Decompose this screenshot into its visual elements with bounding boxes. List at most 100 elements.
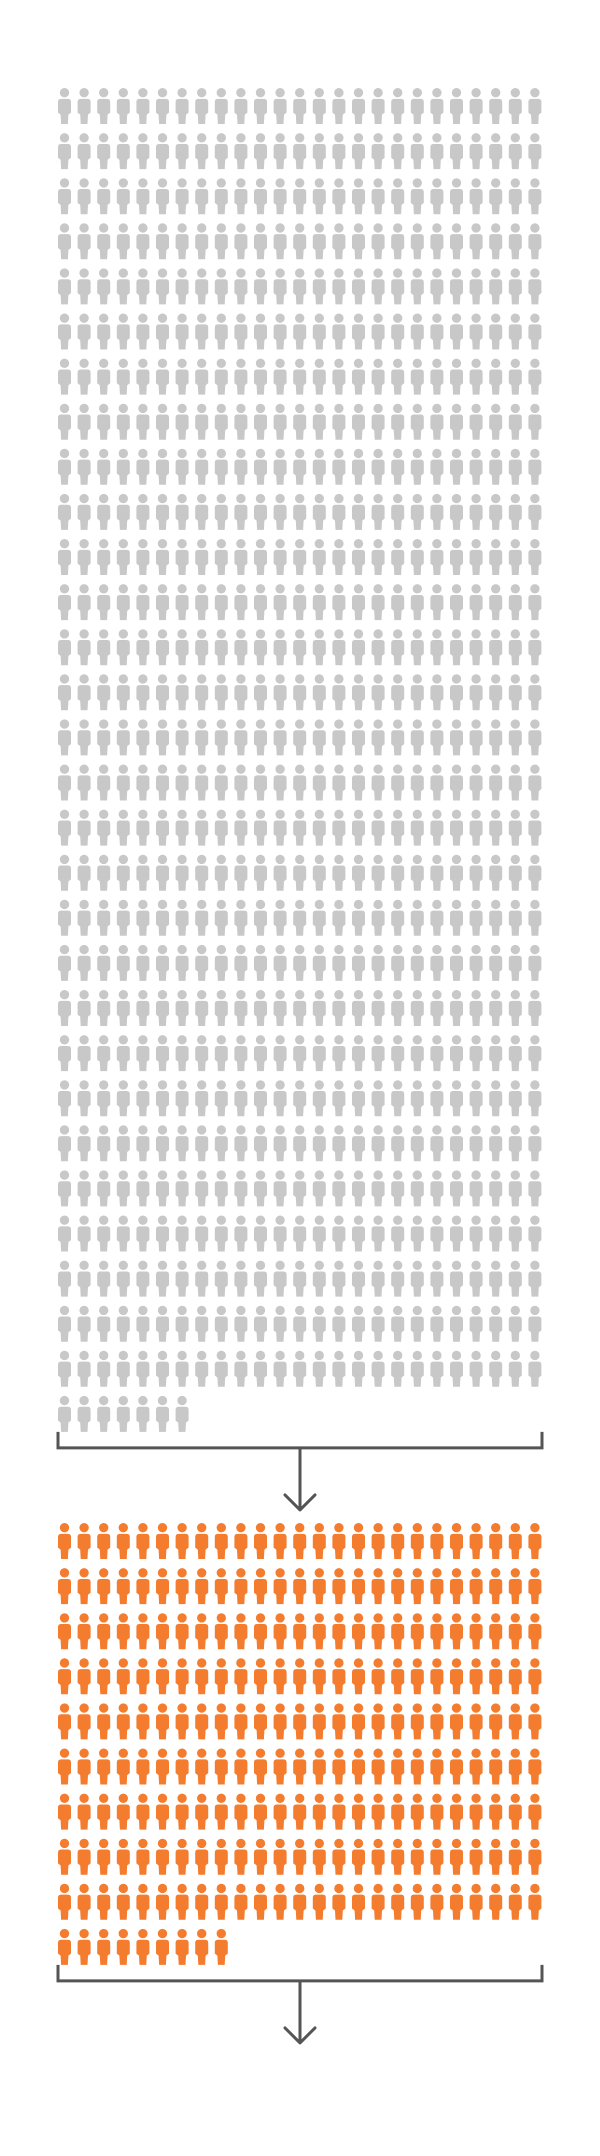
- person-icon: [195, 88, 209, 124]
- person-icon: [312, 1613, 326, 1650]
- person-icon: [254, 1305, 267, 1342]
- person-icon: [430, 1838, 444, 1875]
- person-icon: [116, 1883, 130, 1920]
- person-icon: [234, 358, 248, 395]
- person-icon: [214, 88, 228, 124]
- person-icon: [391, 899, 405, 936]
- person-icon: [410, 854, 424, 891]
- person-icon: [273, 1793, 287, 1830]
- person-icon: [214, 1305, 228, 1342]
- person-icon: [469, 1523, 483, 1559]
- person-icon: [312, 809, 326, 846]
- person-icon: [214, 719, 228, 756]
- person-icon: [97, 1215, 111, 1252]
- person-icon: [116, 403, 130, 440]
- person-icon: [352, 1658, 365, 1695]
- person-icon: [391, 719, 405, 756]
- person-icon: [469, 1838, 483, 1875]
- person-icon: [58, 1035, 71, 1072]
- person-icon: [77, 88, 91, 124]
- person-icon: [528, 1568, 542, 1605]
- person-icon: [175, 629, 189, 666]
- person-icon: [214, 1523, 228, 1559]
- person-icon: [352, 1703, 365, 1740]
- person-icon: [293, 403, 307, 440]
- person-icon: [273, 403, 287, 440]
- person-icon: [77, 448, 91, 485]
- person-icon: [58, 358, 71, 395]
- person-icon: [410, 403, 424, 440]
- person-icon: [175, 268, 189, 305]
- person-icon: [58, 944, 71, 981]
- person-icon: [450, 990, 463, 1026]
- person-icon: [116, 764, 130, 801]
- person-icon: [175, 1568, 189, 1605]
- person-icon: [410, 539, 424, 575]
- person-icon: [450, 1035, 463, 1072]
- person-icon: [371, 448, 385, 485]
- person-icon: [410, 1703, 424, 1740]
- person-icon: [234, 990, 248, 1026]
- person-icon: [58, 493, 71, 530]
- person-icon: [195, 1350, 209, 1387]
- person-icon: [469, 1658, 483, 1695]
- person-icon: [410, 1035, 424, 1072]
- person-icon: [332, 764, 346, 801]
- person-icon: [77, 493, 91, 530]
- person-icon: [489, 539, 503, 575]
- person-icon: [371, 990, 385, 1026]
- person-icon: [234, 1838, 248, 1875]
- person-icon: [312, 1350, 326, 1387]
- person-icon: [214, 268, 228, 305]
- person-icon: [254, 1170, 267, 1207]
- person-icon: [58, 1613, 71, 1650]
- person-icon: [116, 358, 130, 395]
- person-icon: [234, 854, 248, 891]
- person-icon: [371, 674, 385, 711]
- person-icon: [391, 1883, 405, 1920]
- person-icon: [97, 990, 111, 1026]
- person-icon: [450, 1215, 463, 1252]
- person-icon: [116, 584, 130, 621]
- person-icon: [528, 1305, 542, 1342]
- person-icon: [273, 1305, 287, 1342]
- person-icon: [116, 1838, 130, 1875]
- person-icon: [77, 178, 91, 215]
- pictograph-group-1: [58, 88, 542, 1432]
- person-icon: [195, 133, 209, 170]
- person-icon: [97, 1125, 111, 1162]
- person-icon: [410, 268, 424, 305]
- person-icon: [254, 629, 267, 666]
- person-icon: [391, 674, 405, 711]
- person-icon: [175, 990, 189, 1026]
- person-icon: [214, 539, 228, 575]
- person-icon: [175, 1035, 189, 1072]
- person-icon: [352, 1568, 365, 1605]
- person-icon: [371, 764, 385, 801]
- person-icon: [352, 223, 365, 260]
- person-icon: [312, 1523, 326, 1559]
- person-icon: [175, 403, 189, 440]
- person-icon: [489, 88, 503, 124]
- person-icon: [508, 133, 522, 170]
- person-icon: [136, 1170, 150, 1207]
- person-icon: [136, 1260, 150, 1297]
- person-icon: [410, 809, 424, 846]
- person-icon: [97, 133, 111, 170]
- person-icon: [469, 133, 483, 170]
- person-icon: [195, 178, 209, 215]
- person-icon: [430, 764, 444, 801]
- person-icon: [391, 133, 405, 170]
- person-icon: [528, 1703, 542, 1740]
- person-icon: [450, 539, 463, 575]
- person-icon: [508, 448, 522, 485]
- person-icon: [371, 1215, 385, 1252]
- person-icon: [410, 1793, 424, 1830]
- person-icon: [195, 719, 209, 756]
- person-icon: [175, 1080, 189, 1117]
- person-icon: [293, 629, 307, 666]
- person-icon: [410, 1215, 424, 1252]
- person-icon: [195, 1748, 209, 1785]
- person-icon: [234, 809, 248, 846]
- person-icon: [156, 1395, 169, 1432]
